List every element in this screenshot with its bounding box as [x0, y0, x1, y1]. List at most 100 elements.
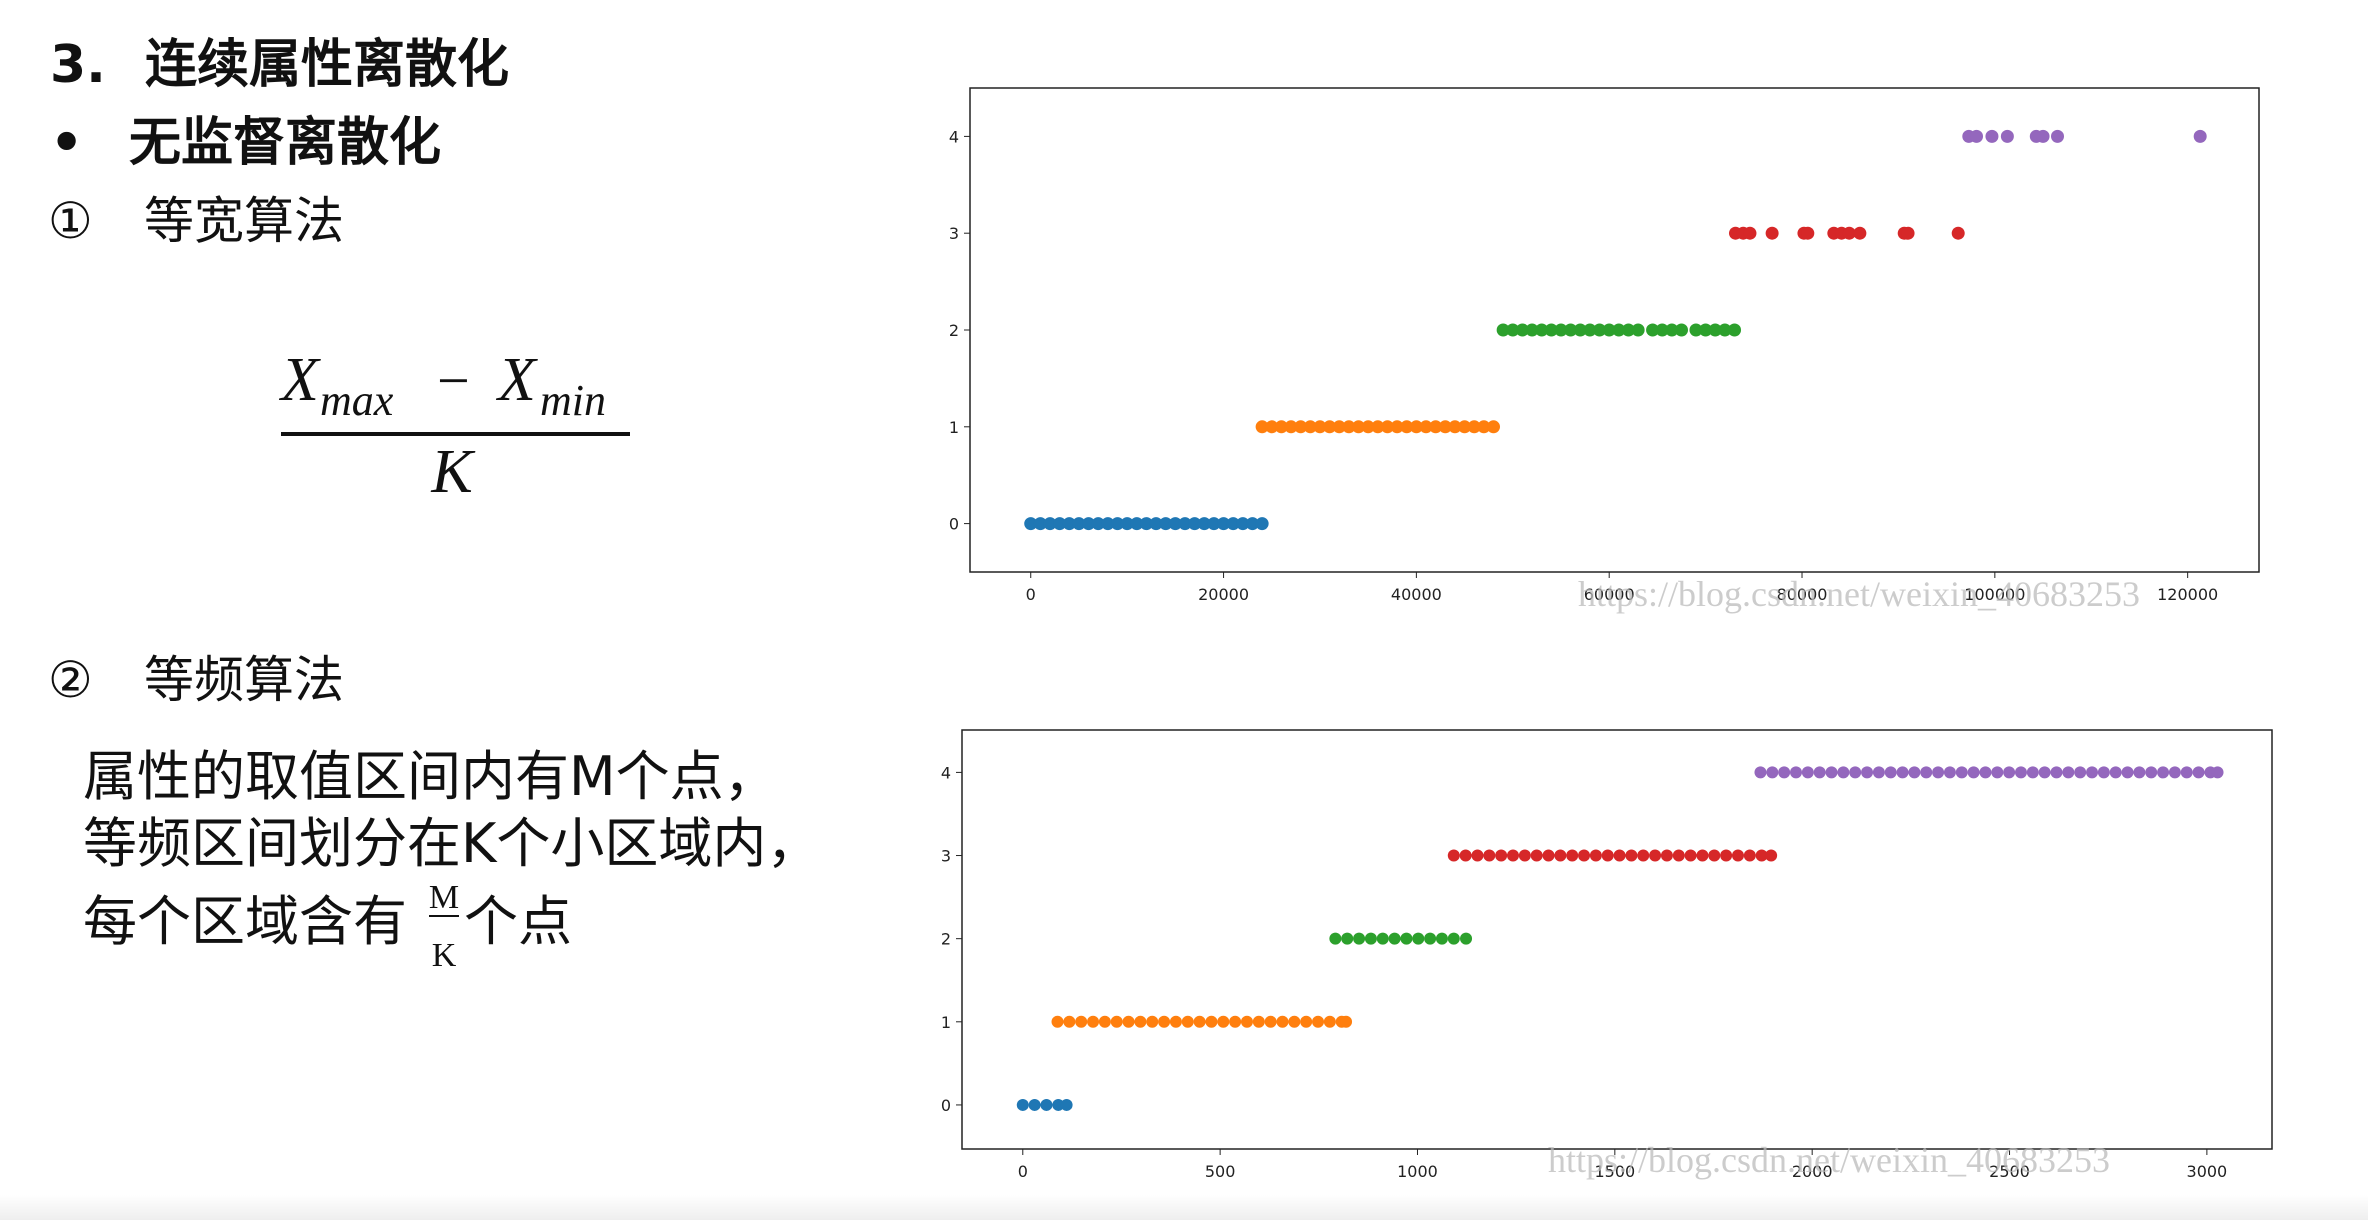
point — [1122, 1015, 1135, 1028]
point — [1111, 517, 1125, 531]
point — [1181, 1015, 1194, 1028]
point — [1313, 420, 1327, 434]
y-tick-label: 2 — [941, 930, 951, 949]
point — [1920, 766, 1933, 779]
point — [1601, 849, 1614, 862]
x-tick-label: 80000 — [1777, 585, 1828, 604]
y-tick-label: 4 — [949, 127, 959, 146]
point — [1364, 932, 1377, 945]
watermark: https://blog.csdn.net/weixin_40683253 — [1548, 1140, 2110, 1180]
point — [1062, 517, 1076, 531]
y-tick-label: 4 — [941, 763, 951, 782]
point — [1159, 517, 1173, 531]
point — [1424, 932, 1437, 945]
x-tick-label: 3000 — [2187, 1162, 2228, 1181]
point — [2074, 766, 2087, 779]
point — [1778, 766, 1791, 779]
point — [1471, 849, 1484, 862]
y-tick-label: 1 — [941, 1013, 951, 1032]
point — [1323, 1015, 1336, 1028]
y-tick-label: 3 — [941, 847, 951, 866]
point — [1412, 932, 1425, 945]
point — [1429, 420, 1443, 434]
x-tick-label: 100000 — [1964, 585, 2025, 604]
point — [1518, 849, 1531, 862]
point — [1400, 420, 1414, 434]
point — [1566, 849, 1579, 862]
point — [1564, 323, 1578, 337]
point — [1495, 849, 1508, 862]
point — [1554, 323, 1568, 337]
point — [1684, 849, 1697, 862]
point — [1861, 766, 1874, 779]
point — [2038, 766, 2051, 779]
point — [1146, 1015, 1159, 1028]
point — [1535, 323, 1549, 337]
point — [1447, 932, 1460, 945]
point — [2003, 766, 2016, 779]
point — [1400, 932, 1413, 945]
point — [2086, 766, 2099, 779]
point — [1371, 420, 1385, 434]
point — [1033, 517, 1047, 531]
point — [1229, 1015, 1242, 1028]
point — [1255, 517, 1269, 531]
point — [1040, 1098, 1053, 1111]
point — [1696, 849, 1709, 862]
point — [1578, 849, 1591, 862]
point — [1435, 932, 1448, 945]
heading-title: 连续属性离散化 — [145, 35, 509, 95]
point — [1024, 517, 1038, 531]
x-tick-label: 120000 — [2157, 585, 2218, 604]
point — [1245, 517, 1259, 531]
point — [1052, 1098, 1065, 1111]
point — [1236, 517, 1250, 531]
point — [1303, 420, 1317, 434]
point — [1825, 766, 1838, 779]
point — [1016, 1098, 1029, 1111]
point — [1765, 849, 1778, 862]
point — [1120, 517, 1134, 531]
fraction-num: M — [429, 879, 459, 916]
point — [1274, 420, 1288, 434]
point — [1300, 1015, 1313, 1028]
point — [1332, 420, 1346, 434]
point — [1255, 420, 1269, 434]
point — [1853, 226, 1867, 240]
point — [1459, 849, 1472, 862]
point — [1506, 323, 1520, 337]
point — [2157, 766, 2170, 779]
point — [1101, 517, 1115, 531]
point — [1951, 226, 1965, 240]
point — [1217, 517, 1231, 531]
point — [1342, 420, 1356, 434]
point — [1205, 1015, 1218, 1028]
point — [2133, 766, 2146, 779]
point — [1240, 1015, 1253, 1028]
point — [2062, 766, 2075, 779]
point — [1051, 1015, 1064, 1028]
method-title: 等宽算法 — [144, 192, 344, 250]
point — [1801, 226, 1815, 240]
formula-den: K — [430, 438, 476, 506]
point — [1699, 323, 1713, 337]
bottom-shade — [0, 1195, 2368, 1220]
x-tick-label: 0 — [1026, 585, 1036, 604]
point — [1053, 517, 1067, 531]
point — [1718, 323, 1732, 337]
point — [1063, 1015, 1076, 1028]
point — [1168, 517, 1182, 531]
point — [1646, 323, 1660, 337]
x-tick-label: 1000 — [1397, 1162, 1438, 1181]
x-tick-label: 60000 — [1584, 585, 1635, 604]
point — [1672, 849, 1685, 862]
point — [1169, 1015, 1182, 1028]
method-mark: ② — [48, 651, 93, 709]
point — [1380, 420, 1394, 434]
point — [1625, 849, 1638, 862]
formula-op: − — [437, 348, 470, 413]
point — [2121, 766, 2134, 779]
paragraph-line: 个点 — [464, 890, 572, 953]
fraction-den: K — [432, 937, 457, 974]
bullet-mark: • — [50, 113, 83, 173]
